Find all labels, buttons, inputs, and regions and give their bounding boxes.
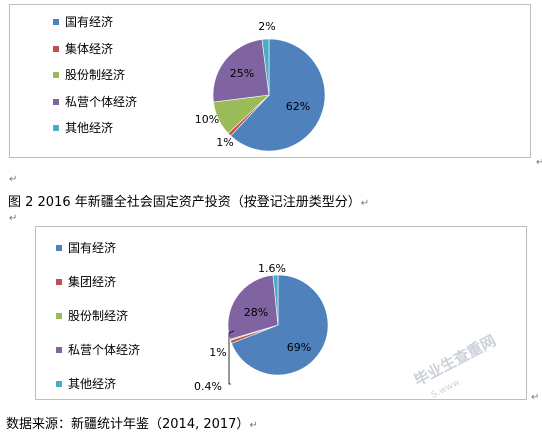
paragraph-mark: ↵ [531,392,540,403]
legend-swatch [56,347,62,353]
paragraph-mark: ↵ [360,198,370,209]
legend-swatch [53,98,59,105]
paragraph-mark: ↵ [536,157,542,168]
legend-label: 股份制经济 [65,68,126,82]
chart-2-frame: 国有经济集团经济股份制经济私营个体经济 其他经济 69% 1% 0.4% 28% 1.6% [35,226,527,400]
data-label: 1.6% [258,262,286,275]
legend-swatch [53,19,59,25]
legend-swatch [53,72,59,78]
legend-swatch [56,279,62,285]
legend-label: 集体经济 [65,41,114,56]
source-caption: 数据来源：新疆统计年鉴（2014, 2017）↵ [6,413,258,432]
legend-swatch [56,313,62,319]
legend-swatch [56,245,62,251]
data-label: 1% [209,346,226,359]
source-caption-text: 数据来源：新疆统计年鉴（2014, 2017） [6,417,250,432]
pie-slice [230,38,326,152]
data-label: 25% [230,67,254,80]
pie-slice [212,39,270,103]
legend-label: 集团经济 [68,275,117,289]
legend-label: 国有经济 [65,15,114,29]
pie-slice [227,274,279,340]
paragraph-mark: ↵ [9,174,18,185]
legend-label: 其他经济 [68,377,117,391]
data-label: 2% [258,20,275,33]
paragraph-mark: ↵ [9,213,18,224]
legend-swatch [56,381,62,387]
pie-slice [272,274,279,326]
pie-slice [231,274,329,376]
figure-2-caption: 图 2 2016 年新疆全社会固定资产投资（按登记注册类型分）↵ [8,191,369,210]
pie-slice [261,38,270,96]
data-label: 1% [216,136,233,149]
legend-label: 私营个体经济 [65,94,138,109]
figure-2-caption-text: 图 2 2016 年新疆全社会固定资产投资（按登记注册类型分） [8,195,361,210]
data-label: 69% [287,341,311,354]
chart-1-pie: 62% 1% 10% 25% 2% [195,20,326,152]
data-label: 10% [195,113,219,126]
data-label: 62% [286,100,310,113]
paragraph-mark: ↵ [249,420,258,431]
legend-label: 股份制经济 [68,309,129,323]
chart-2-pie: 69% 1% 0.4% 28% 1.6% [194,262,329,393]
leader-line [228,330,235,385]
chart-1-frame: 国有经济集体经济股份制经济私营个体经济 其他经济 62% 1% 10% 25% 2% [9,4,531,158]
data-label: 28% [244,306,268,319]
data-label: 0.4% [194,380,222,393]
legend-swatch [53,125,59,131]
legend-label: 其他经济 [65,121,114,135]
legend-label: 私营个体经济 [68,343,141,357]
legend-swatch [53,45,59,52]
legend-label: 国有经济 [68,241,117,255]
